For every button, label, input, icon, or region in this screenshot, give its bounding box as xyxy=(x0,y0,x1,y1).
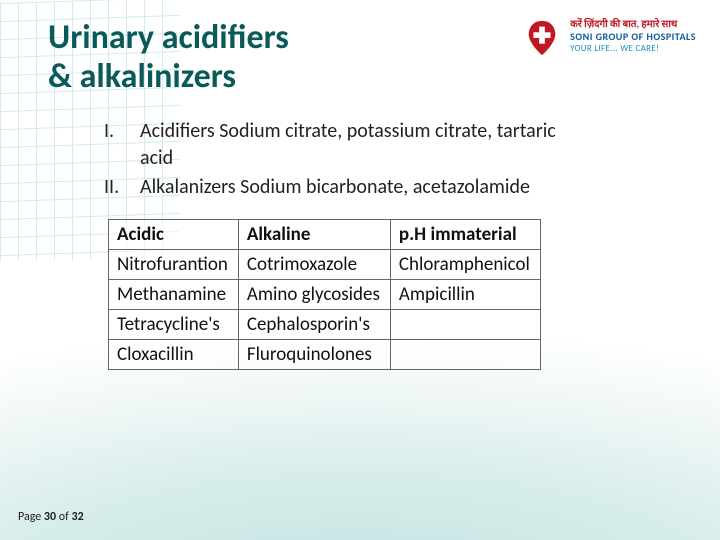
title-line-1: Urinary acidifiers xyxy=(48,17,289,58)
list-number: II. xyxy=(104,174,140,201)
slide-container: करें ज़िंदगी की बात, हमारे साथ SONI GROU… xyxy=(0,0,720,540)
cell: Nitrofurantion xyxy=(109,250,239,280)
cell: Amino glycosides xyxy=(238,280,390,310)
logo-hindi-line: करें ज़िंदगी की बात, हमारे साथ xyxy=(570,18,696,31)
list-text: Acidifiers Sodium citrate, potassium cit… xyxy=(140,118,580,172)
cell: Cotrimoxazole xyxy=(238,250,390,280)
list-number: I. xyxy=(104,118,140,172)
title-line-2: & alkalinizers xyxy=(48,56,236,97)
cell: Tetracycline's xyxy=(109,310,239,340)
cell-empty xyxy=(390,310,540,340)
list-text: Alkalanizers Sodium bicarbonate, acetazo… xyxy=(140,174,530,201)
cell: Cloxacillin xyxy=(109,340,239,370)
table-row: Tetracycline's Cephalosporin's xyxy=(109,310,541,340)
list-item: I. Acidifiers Sodium citrate, potassium … xyxy=(104,118,620,172)
logo-org-name: SONI GROUP OF HOSPITALS xyxy=(570,31,696,44)
hospital-logo-block: करें ज़िंदगी की बात, हमारे साथ SONI GROU… xyxy=(522,18,696,58)
cell: Fluroquinolones xyxy=(238,340,390,370)
list-item: II. Alkalanizers Sodium bicarbonate, ace… xyxy=(104,174,620,201)
col-alkaline: Alkaline xyxy=(238,220,390,250)
cell-empty xyxy=(390,340,540,370)
table-row: Nitrofurantion Cotrimoxazole Chloramphen… xyxy=(109,250,541,280)
footer-sep: of xyxy=(56,510,71,524)
table-header-row: Acidic Alkaline p.H immaterial xyxy=(109,220,541,250)
cell: Methanamine xyxy=(109,280,239,310)
cell: Chloramphenicol xyxy=(390,250,540,280)
hospital-logo-icon xyxy=(522,18,562,58)
drug-ph-table: Acidic Alkaline p.H immaterial Nitrofura… xyxy=(108,219,541,370)
logo-tagline: YOUR LIFE... WE CARE! xyxy=(570,43,696,54)
footer-page-current: 30 xyxy=(44,510,56,524)
table-row: Cloxacillin Fluroquinolones xyxy=(109,340,541,370)
definitions-list: I. Acidifiers Sodium citrate, potassium … xyxy=(104,118,620,201)
cell: Cephalosporin's xyxy=(238,310,390,340)
footer-page-total: 32 xyxy=(72,510,84,524)
page-footer: Page 30 of 32 xyxy=(18,510,84,524)
slide-content: I. Acidifiers Sodium citrate, potassium … xyxy=(48,118,680,370)
footer-prefix: Page xyxy=(18,510,44,524)
cell: Ampicillin xyxy=(390,280,540,310)
hospital-logo-text: करें ज़िंदगी की बात, हमारे साथ SONI GROU… xyxy=(570,18,696,54)
col-acidic: Acidic xyxy=(109,220,239,250)
table-row: Methanamine Amino glycosides Ampicillin xyxy=(109,280,541,310)
col-ph-immaterial: p.H immaterial xyxy=(390,220,540,250)
